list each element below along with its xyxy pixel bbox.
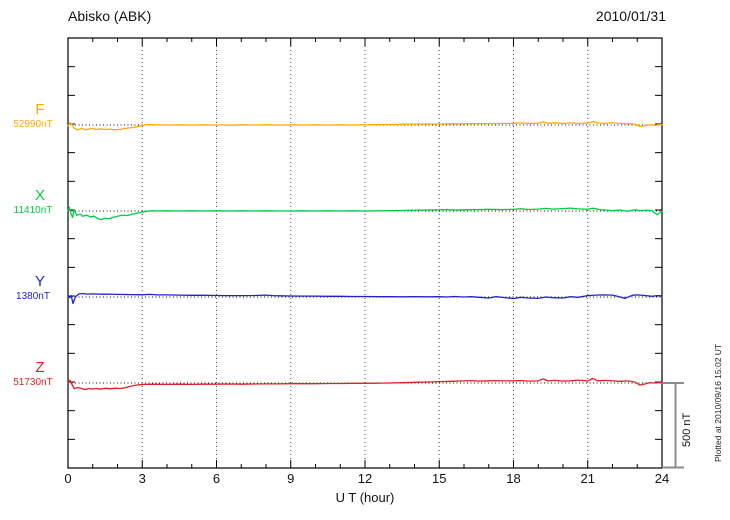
x-tick-label: 6	[212, 471, 221, 486]
scale-bar-label: 500 nT	[681, 412, 693, 447]
plotted-at-note: Plotted at 2010/09/16 15:02 UT	[713, 343, 723, 462]
plot-frame	[67, 37, 663, 469]
trace-label-F: F 52990nT	[2, 102, 64, 131]
trace-base-value-Z: 51730nT	[13, 377, 53, 388]
trace-X	[67, 206, 663, 221]
x-tick-label: 21	[580, 471, 595, 486]
x-tick-label: 12	[357, 471, 373, 486]
trace-label-Z: Z 51730nT	[2, 360, 64, 389]
trace-Y	[67, 292, 663, 305]
x-tick-label: 3	[138, 471, 146, 486]
trace-label-Y: Y 1380nT	[2, 274, 64, 303]
trace-base-value-X: 11410nT	[13, 205, 53, 216]
x-tick-label: 0	[64, 471, 72, 486]
trace-base-value-Y: 1380nT	[16, 291, 50, 302]
observation-date: 2010/01/31	[595, 8, 666, 24]
trace-letter-X: X	[34, 187, 45, 204]
x-tick-label: 24	[654, 471, 670, 486]
station-title: Abisko (ABK)	[68, 8, 152, 24]
trace-F	[67, 120, 663, 131]
x-axis-title: U T (hour)	[335, 490, 395, 505]
trace-base-value-F: 52990nT	[13, 119, 53, 130]
trace-Z	[67, 377, 663, 391]
x-tick-label: 15	[432, 471, 447, 486]
trace-label-X: X 11410nT	[2, 188, 64, 217]
x-tick-label: 18	[506, 471, 521, 486]
trace-letter-F: F	[35, 101, 45, 118]
trace-letter-Z: Z	[35, 359, 45, 376]
trace-letter-Y: Y	[34, 273, 45, 290]
x-tick-label: 9	[287, 471, 295, 486]
